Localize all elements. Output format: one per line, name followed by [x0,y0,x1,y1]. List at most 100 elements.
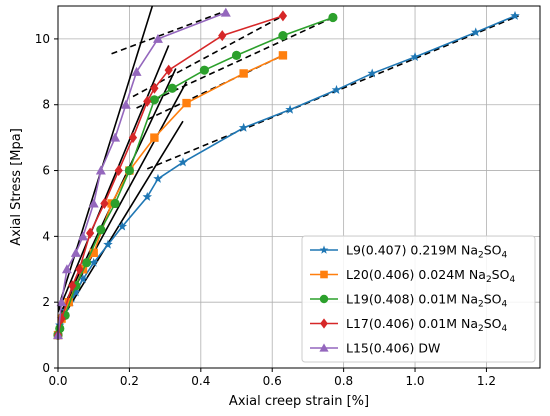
data-point-triangle [70,247,81,257]
legend-label: L19(0.408) 0.01M Na2SO4 [346,292,508,310]
legend-entry: L15(0.406) DW [310,341,440,356]
data-point-star [470,27,481,37]
dashed-fit-line [132,15,284,98]
data-point-triangle [61,264,72,274]
data-point-star [78,274,88,284]
data-point-circle [149,95,159,105]
legend-label-part: L15(0.406) DW [346,341,440,356]
series-line [57,16,334,336]
data-point-diamond [320,318,328,329]
legend-label-part: 4 [509,275,515,285]
data-point-diamond [68,280,77,292]
legend-box [301,235,536,363]
data-point-square [239,69,248,78]
data-point-circle [199,65,209,75]
legend-entry: L19(0.408) 0.01M Na2SO4 [310,292,508,310]
legend-label-part: L9(0.407) 0.219M Na [346,243,478,258]
data-point-star [71,287,81,297]
data-point-diamond [75,263,84,275]
data-point-circle [278,31,288,41]
data-point-star [285,104,295,114]
series-line [57,11,227,336]
data-point-triangle [220,7,231,17]
x-tick-label: 0.2 [120,374,139,388]
data-point-star [142,191,153,201]
data-point-triangle [110,132,121,142]
y-tick-label: 0 [42,361,50,375]
y-tick-label: 8 [42,98,50,112]
data-point-star [238,122,249,132]
data-point-diamond [100,197,109,209]
data-point-star [88,257,99,267]
data-point-square [150,133,159,142]
data-point-square [64,297,73,307]
y-tick-label: 6 [42,164,50,178]
legend-label-part: L19(0.408) 0.01M Na [346,292,478,307]
data-point-diamond [164,64,173,76]
x-tick-label: 1.2 [477,374,496,388]
series-layer [53,7,520,341]
legend-label-part: 4 [502,251,508,261]
data-point-square [182,98,191,108]
data-point-circle [167,83,177,93]
data-point-square [89,248,98,258]
legend-label-part: SO [484,292,502,307]
legend-label-part: L20(0.406) 0.024M Na [346,267,486,282]
legend-label: L9(0.407) 0.219M Na2SO4 [346,243,508,261]
data-point-triangle [88,198,99,208]
data-point-diamond [114,165,123,177]
data-point-diamond [143,95,152,107]
data-point-circle [124,165,135,176]
y-tick-label: 10 [35,32,50,46]
data-point-star [367,68,377,78]
data-point-square [278,51,288,60]
data-point-triangle [120,99,131,109]
legend-entry: L17(0.406) 0.01M Na2SO4 [310,316,508,334]
data-point-diamond [218,30,227,42]
data-point-triangle [77,231,88,241]
legend-entry: L20(0.406) 0.024M Na2SO4 [310,267,515,285]
y-tick-label: 2 [42,295,50,309]
data-point-triangle [56,297,67,307]
x-tick-label: 1.0 [405,374,424,388]
data-point-diamond [150,82,159,94]
dashed-fit-line [146,52,287,121]
dashed-fit-line [136,15,337,109]
solid-fit-line [58,45,170,313]
legend-label-part: 4 [502,324,508,334]
data-point-star [178,157,188,167]
data-point-star [510,10,520,20]
y-tick-label: 4 [42,229,50,243]
legend-label-part: 2 [486,275,492,285]
legend-label-part: SO [484,243,502,258]
data-point-square [320,270,328,279]
x-tick-label: 0.8 [334,374,353,388]
data-point-star [331,84,342,94]
x-tick-label: 0.0 [48,374,67,388]
legend-label-part: 2 [478,324,484,334]
ticks: 0.0 0.2 0.4 0.6 0.8 1.0 1.2 0 2 4 6 8 10 [35,32,496,388]
legend-label: L20(0.406) 0.024M Na2SO4 [346,267,515,285]
x-tick-label: 0.4 [191,374,210,388]
x-axis-label: Axial creep strain [%] [229,394,369,409]
data-point-circle [110,198,120,209]
data-point-triangle [131,66,142,76]
data-point-circle [328,12,338,23]
data-point-diamond [278,10,288,22]
dashed-fit-line [146,15,519,170]
legend-label: L15(0.406) DW [346,341,440,356]
legend-label-part: L17(0.406) 0.01M Na [346,316,478,331]
y-axis-label: Axial Stress [Mpa] [9,128,24,246]
data-point-circle [231,50,242,60]
data-point-diamond [128,132,138,144]
legend-label-part: SO [492,267,510,282]
data-point-star [117,221,128,231]
data-point-star [410,52,420,62]
data-point-triangle [95,165,106,175]
data-point-triangle [152,33,163,43]
legend-entry: L9(0.407) 0.219M Na2SO4 [310,243,508,261]
x-tick-label: 0.6 [263,374,282,388]
